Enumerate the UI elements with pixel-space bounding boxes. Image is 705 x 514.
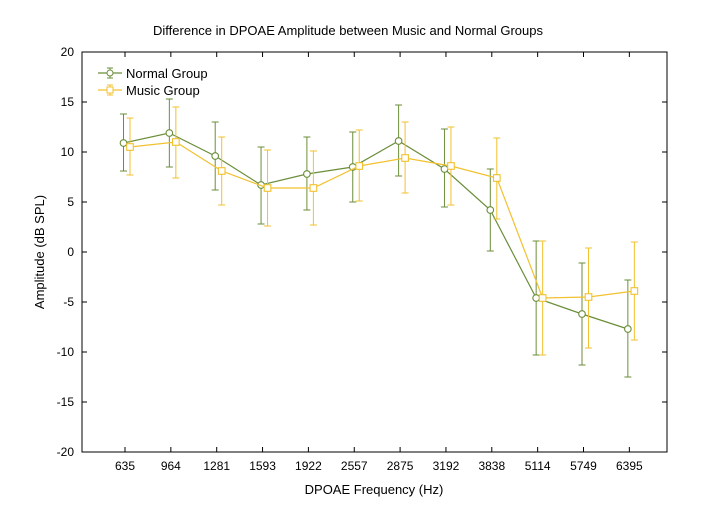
y-tick-label: 20 [61,45,75,59]
x-tick-label: 635 [115,459,135,473]
y-tick-label: 0 [67,245,74,259]
data-point [119,139,128,147]
x-tick-label: 5114 [525,459,551,473]
legend-label: Normal Group [126,66,208,81]
chart-title: Difference in DPOAE Amplitude between Mu… [153,23,543,38]
x-tick-label: 2875 [387,459,414,473]
legend-label: Music Group [126,83,200,98]
data-point [623,325,632,333]
series-line [123,132,629,330]
x-axis-label: DPOAE Frequency (Hz) [305,482,444,497]
y-tick-label: -20 [57,445,75,459]
legend: Normal Group Music Group [98,66,208,98]
data-point [217,167,226,175]
data-point [309,184,318,192]
series-music-group [126,106,639,356]
data-point [486,206,495,214]
series-normal-group [119,98,632,378]
y-tick-label: 5 [67,195,74,209]
x-tick-label: 3838 [478,459,505,473]
data-point [263,184,272,192]
y-axis: -20 -15 -10 -5 0 5 10 15 20 [57,45,667,459]
x-tick-label: 2557 [341,459,368,473]
data-point [126,143,134,151]
data-point [355,162,364,170]
y-tick-label: -5 [63,295,74,309]
data-point [401,154,409,162]
data-point [447,162,455,170]
data-point [584,293,593,301]
y-tick-label: 15 [61,95,75,109]
data-point [440,165,449,173]
data-point [532,294,541,302]
y-axis-label: Amplitude (dB SPL) [32,195,47,309]
y-tick-label: -10 [57,345,75,359]
legend-marker [106,86,114,94]
data-point [578,310,586,318]
data-point [394,137,403,145]
data-point [303,170,311,178]
data-point [630,287,639,295]
series-line [129,141,635,299]
legend-marker [106,69,114,77]
series-layer [119,98,639,378]
y-tick-label: -15 [57,395,75,409]
data-point [172,138,180,146]
x-tick-label: 1593 [249,459,276,473]
x-tick-label: 1922 [295,459,322,473]
x-axis: 635 964 1281 1593 1922 2557 2875 3192 3838 5114 57… [115,52,643,473]
data-point [492,174,501,182]
y-tick-label: 10 [61,145,75,159]
data-point [165,129,174,137]
x-tick-label: 3192 [433,459,460,473]
data-point [538,294,547,302]
x-tick-label: 6395 [616,459,643,473]
legend-item: Music Group [98,83,200,98]
x-tick-label: 1281 [203,459,230,473]
x-tick-label: 964 [161,459,181,473]
data-point [211,152,220,160]
x-tick-label: 5749 [570,459,597,473]
legend-item: Normal Group [98,66,208,81]
